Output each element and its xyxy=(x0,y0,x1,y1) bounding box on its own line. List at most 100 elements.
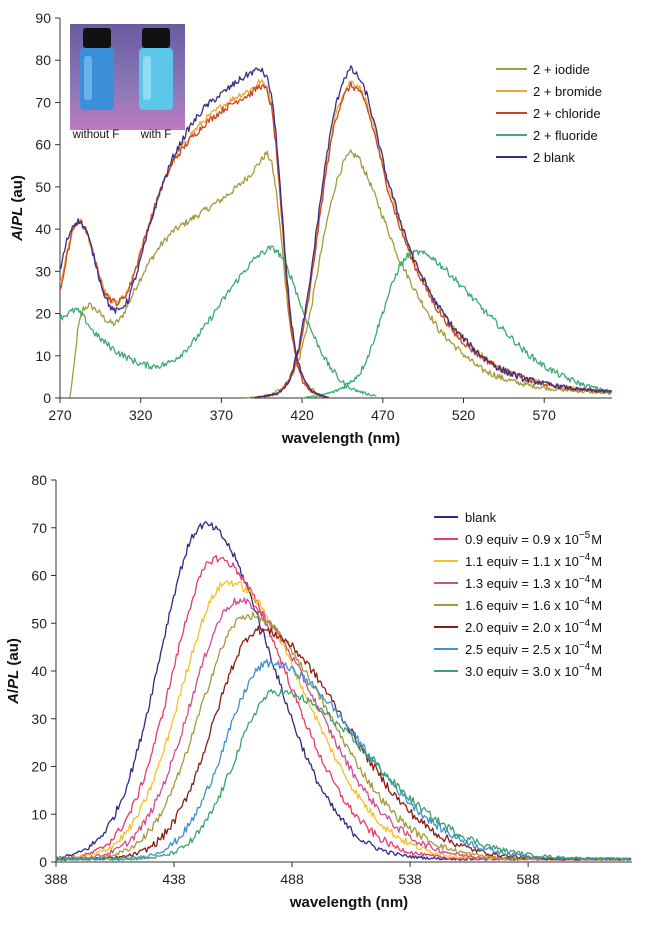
y-tick-label: 40 xyxy=(35,221,51,237)
vial-highlight xyxy=(143,56,151,100)
y-tick-label: 20 xyxy=(35,306,51,322)
legend-label-text: 1.6 equiv = 1.6 x 10 xyxy=(465,598,579,613)
inset-photo: without F with F xyxy=(70,24,185,141)
y-axis-title-part: A xyxy=(5,693,22,705)
y-axis-title: A/PL (au) xyxy=(5,638,22,705)
x-axis-title: wavelength (nm) xyxy=(281,430,400,447)
x-tick-label: 270 xyxy=(48,407,72,423)
legend-label: 2 + iodide xyxy=(533,62,590,77)
legend-label: 2.0 equiv = 2.0 x 10−4M xyxy=(465,618,602,635)
y-tick-label: 70 xyxy=(31,520,47,536)
series-line-pl xyxy=(253,81,612,399)
legend-label: 2 + chloride xyxy=(533,106,601,121)
x-tick-label: 570 xyxy=(533,407,557,423)
x-tick-label: 388 xyxy=(44,871,68,887)
legend-label: 1.3 equiv = 1.3 x 10−4M xyxy=(465,574,602,591)
x-tick-label: 438 xyxy=(162,871,186,887)
series-line xyxy=(55,521,632,861)
legend-label-exponent: −4 xyxy=(579,574,591,585)
y-axis-title-part: (au) xyxy=(9,175,26,207)
y-tick-label: 60 xyxy=(35,137,51,153)
y-axis-title-part: PL xyxy=(5,670,22,689)
x-tick-label: 588 xyxy=(516,871,540,887)
legend-label-exponent: −4 xyxy=(579,640,591,651)
legend-label: 1.6 equiv = 1.6 x 10−4M xyxy=(465,596,602,613)
series-line-abs xyxy=(59,67,330,399)
legend-label-text: 1.1 equiv = 1.1 x 10 xyxy=(465,554,579,569)
legend: 2 + iodide 2 + bromide 2 + chloride 2 + flu… xyxy=(496,62,602,165)
y-tick-label: 20 xyxy=(31,759,47,775)
legend-label-exponent: −4 xyxy=(579,596,591,607)
y-tick-label: 50 xyxy=(35,179,51,195)
series-line xyxy=(55,658,632,861)
y-tick-label: 90 xyxy=(35,10,51,26)
legend-label: 0.9 equiv = 0.9 x 10−5M xyxy=(465,530,602,547)
x-tick-label: 320 xyxy=(129,407,153,423)
chart-bottom: 0 10 20 30 40 50 60 70 80 388 438 488 538 588 waveleng… xyxy=(5,472,632,911)
legend-label-unit: M xyxy=(591,554,602,569)
legend-label-text: blank xyxy=(465,510,497,525)
series-line xyxy=(55,688,632,861)
y-axis-title-part: PL xyxy=(9,207,26,226)
legend-label: 2.5 equiv = 2.5 x 10−4M xyxy=(465,640,602,657)
vial-highlight xyxy=(84,56,92,100)
legend-label-unit: M xyxy=(591,532,602,547)
x-axis-title: wavelength (nm) xyxy=(289,894,408,911)
x-tick-label: 370 xyxy=(210,407,234,423)
legend-label-exponent: −5 xyxy=(579,530,591,541)
legend-label-unit: M xyxy=(591,664,602,679)
y-tick-label: 60 xyxy=(31,568,47,584)
y-tick-label: 10 xyxy=(35,348,51,364)
legend-label-text: 0.9 equiv = 0.9 x 10 xyxy=(465,532,579,547)
x-tick-label: 488 xyxy=(280,871,304,887)
legend-label-unit: M xyxy=(591,598,602,613)
series-line-abs xyxy=(69,150,330,399)
y-tick-label: 50 xyxy=(31,615,47,631)
legend-label: 1.1 equiv = 1.1 x 10−4M xyxy=(465,552,602,569)
series-line-pl xyxy=(253,65,613,399)
y-tick-label: 30 xyxy=(31,711,47,727)
y-tick-label: 40 xyxy=(31,663,47,679)
series-line xyxy=(55,611,632,861)
legend-label: 3.0 equiv = 3.0 x 10−4M xyxy=(465,662,602,679)
y-tick-label: 30 xyxy=(35,263,51,279)
legend-label-text: 1.3 equiv = 1.3 x 10 xyxy=(465,576,579,591)
y-axis-title-part: (au) xyxy=(5,638,22,670)
y-tick-label: 80 xyxy=(31,472,47,488)
series-line-abs xyxy=(59,245,377,397)
legend-label-text: 2.5 equiv = 2.5 x 10 xyxy=(465,642,579,657)
y-tick-label: 0 xyxy=(43,390,51,406)
legend-label-unit: M xyxy=(591,576,602,591)
y-axis-title-part: / xyxy=(9,225,26,230)
legend-label: blank xyxy=(465,510,497,525)
y-axis-title-part: A xyxy=(9,230,26,242)
series-line-pl xyxy=(302,249,612,399)
y-axis-title-part: / xyxy=(5,688,22,693)
chart-top: 0 10 20 30 40 50 60 70 80 90 270 320 370 420 470 520 570… xyxy=(9,10,613,447)
legend-label-text: 3.0 equiv = 3.0 x 10 xyxy=(465,664,579,679)
y-tick-label: 0 xyxy=(39,854,47,870)
x-tick-label: 470 xyxy=(371,407,395,423)
y-tick-label: 80 xyxy=(35,52,51,68)
inset-label-with: with F xyxy=(140,129,172,141)
x-tick-label: 520 xyxy=(452,407,476,423)
vial-cap-icon xyxy=(142,28,170,48)
legend-label-unit: M xyxy=(591,642,602,657)
legend-label-exponent: −4 xyxy=(579,552,591,563)
y-tick-label: 70 xyxy=(35,94,51,110)
vial-cap-icon xyxy=(83,28,111,48)
x-tick-label: 538 xyxy=(398,871,422,887)
y-tick-label: 10 xyxy=(31,806,47,822)
legend-label-text: 2.0 equiv = 2.0 x 10 xyxy=(465,620,579,635)
legend-label: 2 + bromide xyxy=(533,84,602,99)
legend-label-exponent: −4 xyxy=(579,618,591,629)
y-axis-title: A/PL (au) xyxy=(9,175,26,242)
legend-label-exponent: −4 xyxy=(579,662,591,673)
legend-label-unit: M xyxy=(591,620,602,635)
legend-label: 2 + fluoride xyxy=(533,128,598,143)
legend-label: 2 blank xyxy=(533,150,575,165)
series-line-pl xyxy=(245,149,612,399)
x-tick-label: 420 xyxy=(290,407,314,423)
